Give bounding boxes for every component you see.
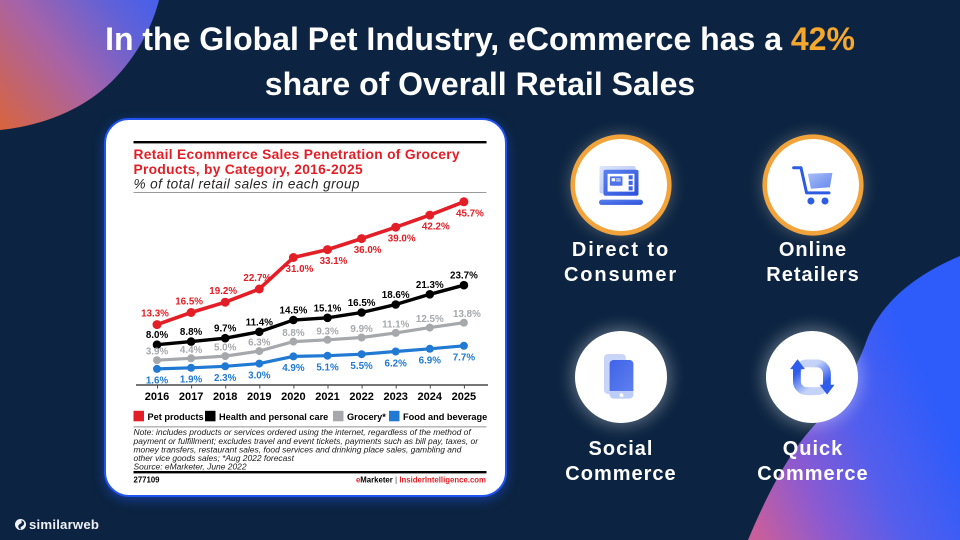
svg-text:Products, by Category, 2016-20: Products, by Category, 2016-2025 (134, 162, 363, 177)
svg-text:36.0%: 36.0% (354, 245, 382, 256)
svg-text:2.3%: 2.3% (214, 373, 237, 384)
svg-text:14.5%: 14.5% (280, 306, 308, 317)
svg-text:2018: 2018 (213, 391, 237, 403)
svg-text:Grocery*: Grocery* (347, 412, 386, 422)
svg-text:39.0%: 39.0% (388, 234, 416, 245)
svg-text:9.3%: 9.3% (316, 326, 339, 337)
svg-text:6.3%: 6.3% (248, 338, 271, 349)
svg-text:1.6%: 1.6% (146, 376, 169, 387)
svg-text:4.4%: 4.4% (180, 345, 203, 356)
svg-text:33.1%: 33.1% (320, 256, 348, 267)
svg-text:2019: 2019 (247, 391, 271, 403)
svg-text:19.2%: 19.2% (209, 286, 237, 297)
svg-text:9.9%: 9.9% (350, 324, 373, 335)
svg-text:18.6%: 18.6% (382, 290, 410, 301)
svg-text:Source: eMarketer, June 2022: Source: eMarketer, June 2022 (134, 461, 247, 471)
svg-text:13.3%: 13.3% (141, 309, 169, 320)
svg-text:8.8%: 8.8% (180, 327, 203, 338)
svg-text:13.8%: 13.8% (453, 309, 481, 320)
svg-text:5.0%: 5.0% (214, 343, 237, 354)
svg-text:16.5%: 16.5% (348, 298, 376, 309)
svg-text:eMarketer | InsiderIntelligenc: eMarketer | InsiderIntelligence.com (356, 476, 486, 485)
svg-text:5.1%: 5.1% (316, 363, 339, 374)
svg-text:Health and personal care: Health and personal care (219, 412, 328, 422)
svg-text:16.5%: 16.5% (175, 297, 203, 308)
svg-text:Retail Ecommerce Sales Penetra: Retail Ecommerce Sales Penetration of Gr… (134, 147, 460, 162)
svg-text:3.9%: 3.9% (146, 347, 169, 358)
svg-text:5.5%: 5.5% (350, 361, 373, 372)
svg-text:2022: 2022 (349, 391, 373, 403)
svg-text:9.7%: 9.7% (214, 324, 237, 335)
svg-text:money transfers, restaurant sa: money transfers, restaurant sales, food … (134, 444, 462, 454)
svg-text:42.2%: 42.2% (422, 222, 450, 233)
svg-text:11.1%: 11.1% (382, 319, 410, 330)
svg-text:45.7%: 45.7% (456, 208, 484, 219)
svg-text:Note: includes products or ser: Note: includes products or services orde… (134, 427, 473, 437)
svg-text:2024: 2024 (418, 391, 443, 403)
svg-text:2020: 2020 (281, 391, 305, 403)
svg-text:Food and beverage: Food and beverage (403, 412, 487, 422)
svg-text:15.1%: 15.1% (314, 303, 342, 314)
svg-text:8.0%: 8.0% (146, 330, 169, 341)
svg-text:Pet products: Pet products (148, 412, 204, 422)
svg-text:23.7%: 23.7% (450, 271, 478, 282)
svg-text:4.9%: 4.9% (282, 363, 305, 374)
svg-text:7.7%: 7.7% (453, 353, 476, 364)
svg-text:% of total retail sales in eac: % of total retail sales in each group (134, 177, 360, 192)
svg-text:31.0%: 31.0% (286, 264, 314, 275)
svg-text:277109: 277109 (134, 476, 161, 485)
svg-text:2017: 2017 (179, 391, 203, 403)
svg-text:21.3%: 21.3% (416, 280, 444, 291)
svg-text:2023: 2023 (383, 391, 407, 403)
svg-text:2021: 2021 (315, 391, 339, 403)
svg-text:2016: 2016 (145, 391, 169, 403)
svg-text:3.0%: 3.0% (248, 370, 271, 381)
svg-text:other vice goods sales; *Aug 2: other vice goods sales; *Aug 2022 foreca… (134, 453, 295, 463)
svg-text:8.8%: 8.8% (282, 328, 305, 339)
svg-text:2025: 2025 (452, 391, 476, 403)
svg-text:22.7%: 22.7% (243, 273, 271, 284)
svg-text:6.9%: 6.9% (419, 356, 442, 367)
svg-text:1.9%: 1.9% (180, 375, 203, 386)
svg-text:6.2%: 6.2% (385, 358, 408, 369)
svg-text:payment or fulfillment; exclud: payment or fulfillment; excludes travel … (133, 436, 480, 446)
svg-text:12.5%: 12.5% (416, 314, 444, 325)
svg-text:11.4%: 11.4% (246, 317, 274, 328)
